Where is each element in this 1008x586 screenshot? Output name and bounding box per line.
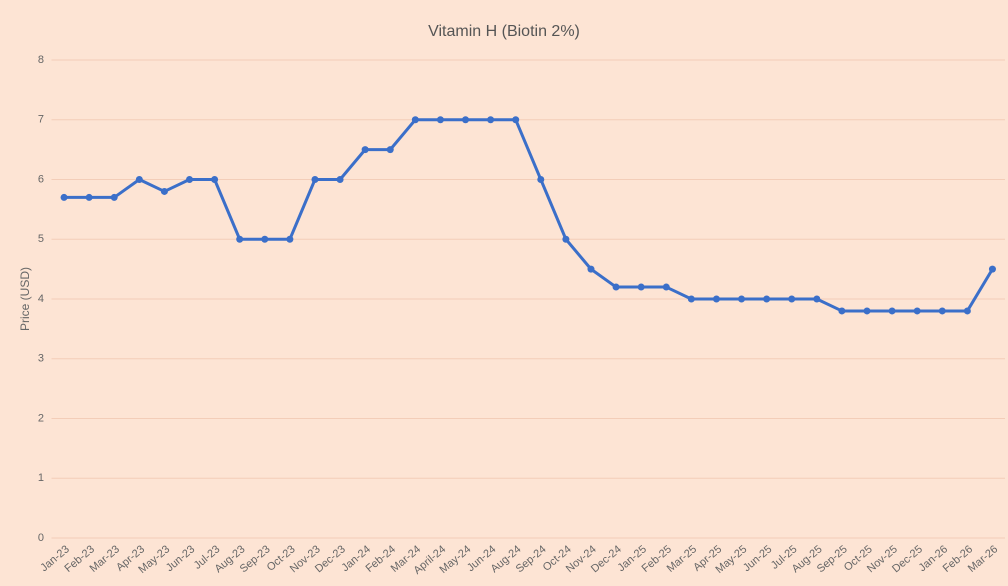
point	[160, 187, 168, 195]
point	[537, 176, 545, 183]
point	[110, 193, 118, 201]
point	[788, 295, 796, 303]
point	[888, 307, 896, 315]
y-tick-label: 5	[38, 233, 44, 245]
y-axis-label: Price (USD)	[18, 267, 32, 331]
point	[211, 176, 219, 183]
point	[411, 116, 419, 124]
point	[863, 307, 871, 315]
point	[763, 295, 771, 303]
point	[311, 176, 319, 183]
point	[135, 176, 143, 183]
chart-title: Vitamin H (Biotin 2%)	[428, 23, 580, 40]
point	[687, 295, 695, 303]
point	[938, 307, 946, 315]
point	[186, 176, 194, 183]
point	[236, 235, 244, 243]
point	[286, 235, 294, 243]
point	[261, 235, 269, 243]
y-tick-label: 0	[38, 532, 44, 544]
point	[386, 146, 394, 154]
point	[462, 116, 470, 124]
point	[662, 283, 670, 291]
point	[60, 193, 68, 201]
y-tick-label: 2	[38, 412, 44, 424]
point	[913, 307, 921, 315]
y-tick-label: 7	[38, 114, 44, 126]
point	[436, 116, 444, 124]
point	[963, 307, 971, 315]
line	[64, 118, 994, 313]
point	[587, 265, 595, 273]
point	[336, 176, 344, 183]
y-tick-label: 1	[38, 472, 44, 484]
point	[487, 116, 495, 124]
point	[562, 235, 570, 243]
point	[813, 295, 821, 303]
point	[738, 295, 746, 303]
y-tick-label: 8	[38, 54, 44, 66]
point	[712, 295, 720, 303]
y-tick-label: 3	[38, 353, 44, 365]
point	[512, 116, 520, 124]
point	[637, 283, 645, 291]
point	[988, 265, 996, 273]
y-tick-label: 4	[38, 293, 44, 305]
point	[838, 307, 846, 315]
point	[85, 193, 93, 201]
y-tick-label: 6	[38, 173, 44, 185]
point	[612, 283, 620, 291]
point	[361, 146, 369, 154]
